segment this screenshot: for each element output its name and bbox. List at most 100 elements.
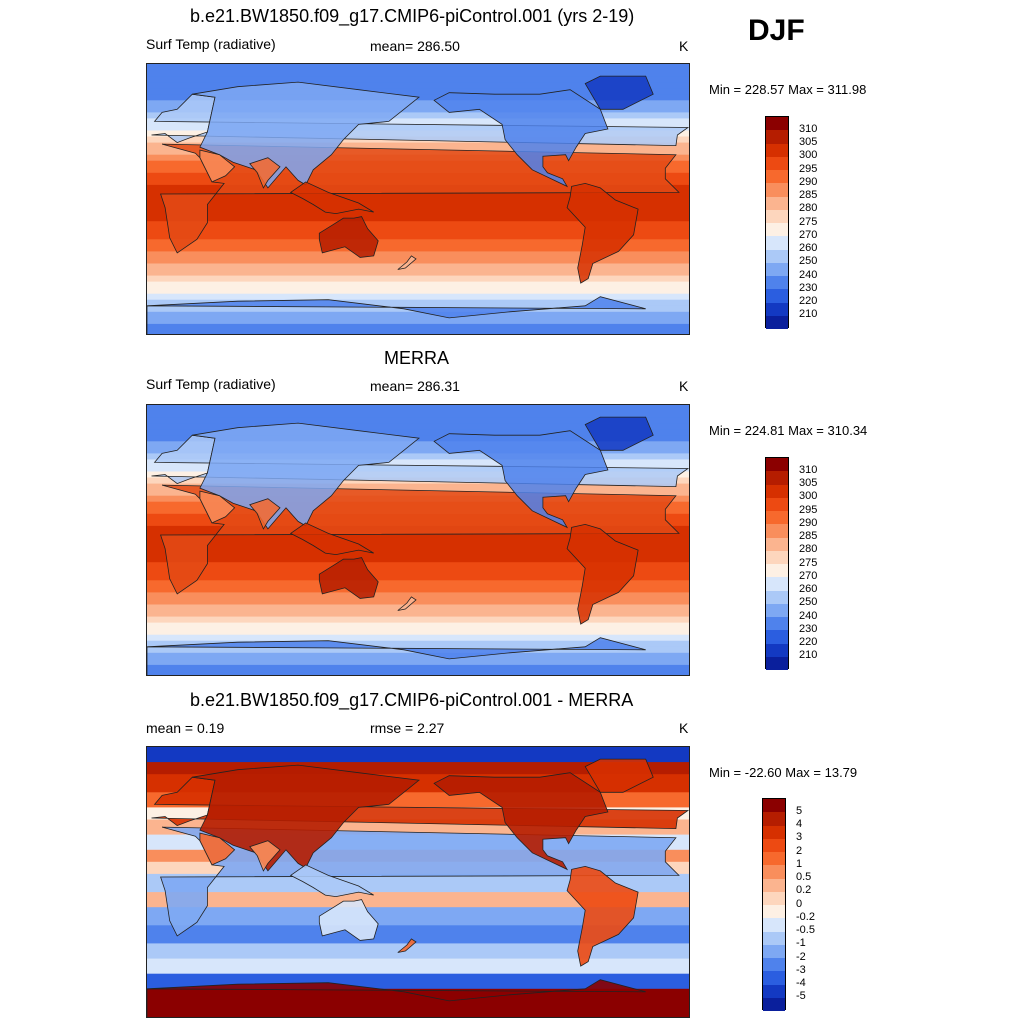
colorbar-segment: [766, 590, 788, 604]
colorbar-tick-label: 230: [799, 281, 818, 294]
colorbar-tick-label: 230: [799, 622, 818, 635]
colorbar-tick-label: 2: [796, 844, 803, 857]
colorbar-segment: [766, 643, 788, 657]
colorbar-tick-label: 290: [799, 516, 818, 529]
colorbar-tick-label: 1: [796, 857, 803, 870]
temperature-band: [147, 423, 689, 430]
colorbar-tick-label: 310: [799, 122, 818, 135]
colorbar-segment: [766, 537, 788, 551]
temperature-band: [147, 628, 689, 636]
temperature-band: [147, 610, 689, 618]
colorbar-tick-label: 280: [799, 202, 818, 215]
temperature-band: [147, 562, 689, 569]
continent-greenland: [584, 75, 654, 110]
colorbar-segment: [766, 209, 788, 223]
colorbar-tick-label: -0.5: [796, 924, 815, 936]
continent-namerica: [433, 772, 609, 871]
colorbar-segment: [763, 852, 785, 866]
temperature-band: [147, 634, 689, 642]
difference-band: [147, 943, 689, 960]
temperature-band: [147, 293, 689, 301]
temperature-band: [147, 664, 689, 672]
colorbar-segment: [763, 944, 785, 958]
continent-antarctica: [147, 296, 646, 334]
temperature-band: [147, 209, 689, 216]
map-svg: [147, 747, 689, 1017]
colorbar-segment: [766, 577, 788, 591]
continent-seasia: [289, 864, 374, 898]
temperature-band: [147, 112, 689, 119]
colorbar-box: [762, 798, 786, 1011]
temperature-band: [147, 441, 689, 448]
temperature-band: [147, 233, 689, 240]
colorbar-segment: [766, 249, 788, 263]
colorbar-tick-label: 220: [799, 636, 818, 648]
colorbar-segment: [766, 630, 788, 644]
continent-seasia: [289, 181, 374, 215]
colorbar-segment: [766, 484, 788, 498]
temperature-band: [147, 323, 689, 331]
panel-2-minmax: Min = 224.81 Max = 310.34: [709, 423, 868, 438]
colorbar-tick-label: 305: [799, 477, 818, 489]
colorbar-box: [765, 457, 789, 670]
colorbar-segment: [766, 276, 788, 290]
colorbar-tick-label: -1: [796, 937, 806, 950]
colorbar-segment: [766, 262, 788, 276]
temperature-band: [147, 598, 689, 605]
temperature-band: [147, 106, 689, 113]
continent-greenland: [584, 758, 654, 793]
panel-3-units: K: [679, 720, 689, 736]
temperature-band: [147, 658, 689, 666]
continent-australia: [318, 557, 379, 599]
continent-namerica: [433, 430, 609, 529]
colorbar-tick-label: 220: [799, 295, 818, 307]
map-svg: [147, 405, 689, 675]
temperature-band: [147, 215, 689, 222]
temperature-band: [147, 203, 689, 210]
colorbar-segment: [766, 656, 788, 670]
temperature-band: [147, 76, 689, 83]
colorbar-segment: [763, 984, 785, 998]
temperature-band: [147, 616, 689, 624]
difference-band: [147, 925, 689, 944]
map-svg: [147, 64, 689, 334]
difference-band: [147, 873, 689, 893]
continent-nz: [397, 596, 417, 611]
temperature-band: [147, 330, 689, 334]
colorbar-tick-label: -3: [796, 963, 806, 976]
panel-1-colorbar: 310 305 300 295 290 285 280 275 270 260 250 240 230 2…: [765, 116, 845, 329]
colorbar-tick-label: 275: [799, 556, 818, 569]
temperature-band: [147, 118, 689, 125]
continent-arabia: [199, 832, 236, 866]
colorbar-tick-label: -0.2: [796, 910, 815, 923]
colorbar-segment: [763, 971, 785, 985]
temperature-band: [147, 257, 689, 264]
temperature-band: [147, 604, 689, 612]
panel-1-units: K: [679, 38, 689, 54]
temperature-band: [147, 251, 689, 258]
temperature-band: [147, 556, 689, 563]
colorbar-segment: [766, 315, 788, 329]
continent-india: [249, 157, 281, 189]
colorbar-tick-label: 0.5: [796, 871, 812, 883]
panel-3-colorbar: 5 4 3 2 1 0.5 0.2 0 -0.2 -0.5 -1 -2 -3 -4 -5: [762, 798, 842, 1011]
colorbar-segment: [763, 997, 785, 1011]
colorbar-tick-label: 285: [799, 189, 818, 201]
temperature-band: [147, 459, 689, 466]
temperature-band: [147, 580, 689, 587]
colorbar-tick-label: -4: [796, 977, 806, 989]
temperature-band: [147, 311, 689, 319]
colorbar-tick-label: 305: [799, 136, 818, 148]
colorbar-tick-label: 240: [799, 268, 818, 281]
colorbar-segment: [766, 223, 788, 237]
colorbar-segment: [763, 799, 785, 813]
colorbar-segment: [763, 825, 785, 839]
difference-band: [147, 907, 689, 926]
colorbar-tick-label: 300: [799, 490, 818, 503]
continent-seasia: [289, 522, 374, 556]
panel-3-mean-label: mean = 0.19: [146, 720, 225, 736]
panel-3-title: b.e21.BW1850.f09_g17.CMIP6-piControl.001…: [190, 690, 634, 710]
colorbar-tick-label: -5: [796, 990, 806, 1003]
temperature-band: [147, 239, 689, 246]
difference-band: [147, 892, 689, 908]
